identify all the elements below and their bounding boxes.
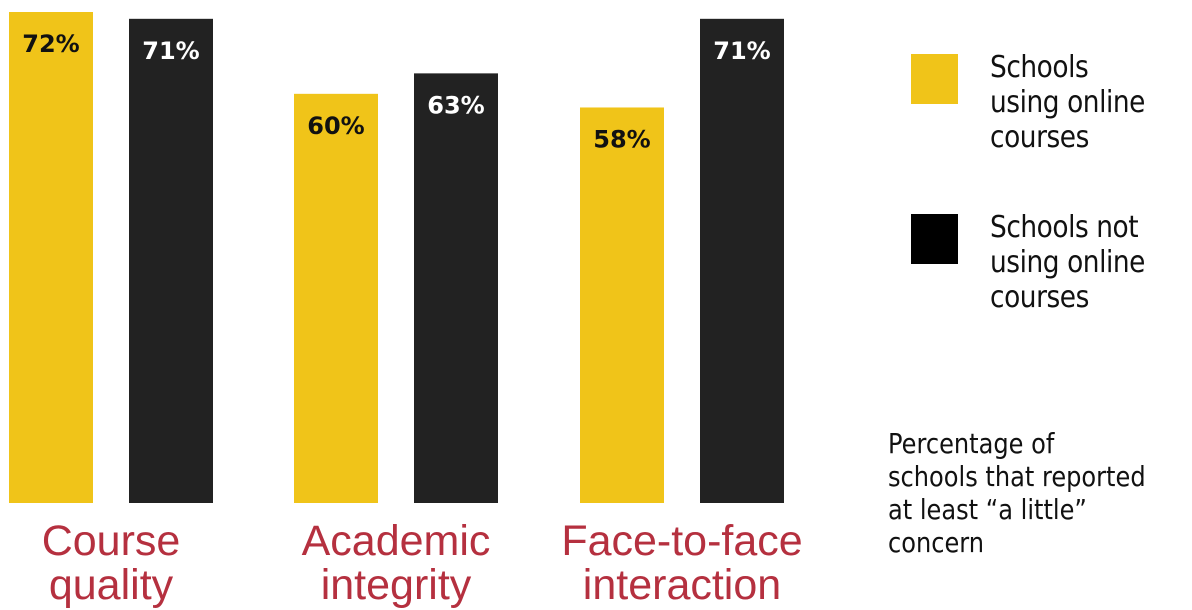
bar-value-label-1-0: 60% [307,112,364,140]
bar-value-label-2-1: 71% [713,37,770,65]
category-label-0-line-0: Course [42,517,181,565]
bar-1-1 [414,73,498,503]
legend-label-not-online: Schools not using online courses [990,210,1145,315]
bar-2-0 [580,107,664,503]
category-label-1-line-1: integrity [321,561,472,609]
bar-0-1 [129,18,213,503]
bar-value-label-2-0: 58% [593,125,650,153]
category-label-2-line-0: Face-to-face [561,517,802,565]
legend-item-not-online: Schools not using online courses [908,210,1192,370]
legend-item-online: Schools using online courses [908,50,1192,210]
legend: Schools using online courses Schools not… [908,50,1192,370]
category-label-2-line-1: interaction [583,561,781,609]
legend-label-online: Schools using online courses [990,50,1145,155]
bar-value-label-1-1: 63% [427,91,484,119]
legend-swatch-online [911,54,958,104]
chart-note: Percentage of schools that reported at l… [888,427,1146,559]
bar-value-label-0-0: 72% [22,30,79,58]
category-label-0-line-1: quality [49,561,174,609]
bar-0-0 [9,12,93,503]
category-label-1-line-0: Academic [302,517,491,565]
bar-value-label-0-1: 71% [142,37,199,65]
legend-swatch-not-online [911,214,958,264]
bar-1-0 [294,93,378,503]
bar-2-1 [700,18,784,503]
